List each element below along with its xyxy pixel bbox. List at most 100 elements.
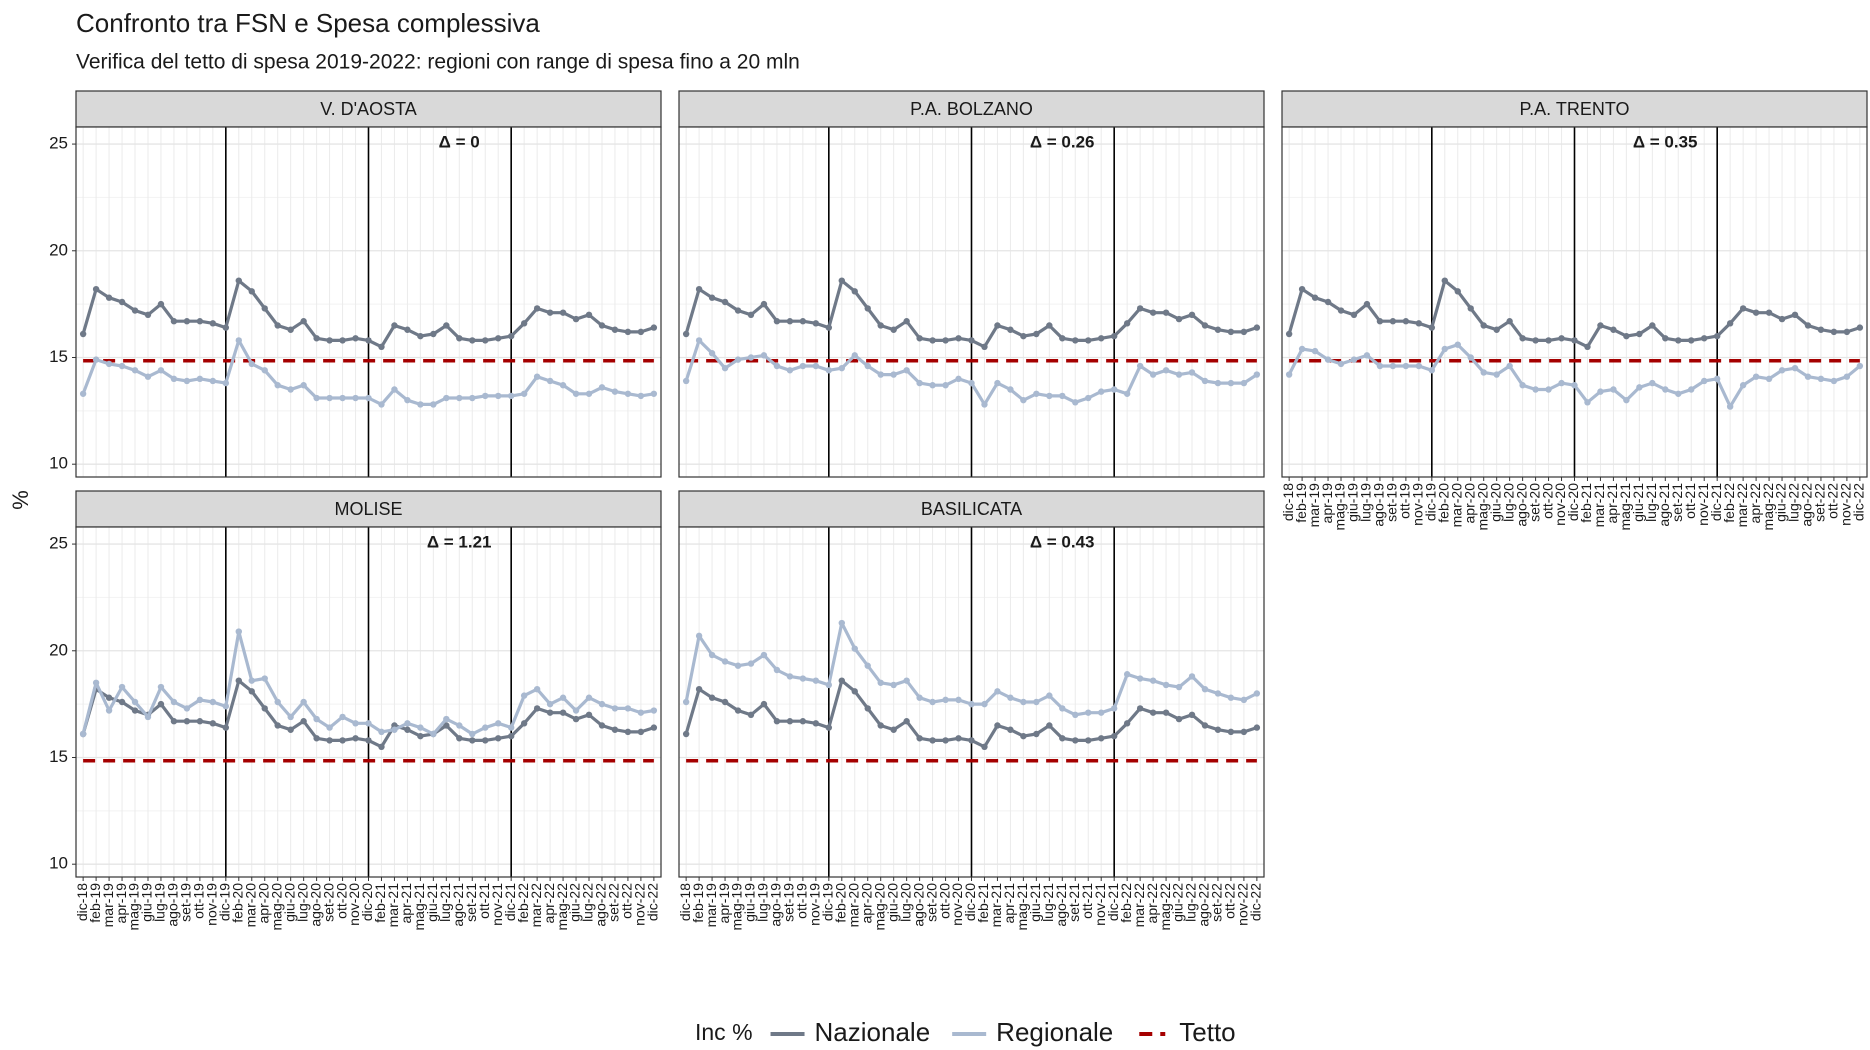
national-point [482, 737, 489, 744]
regional-point [1778, 367, 1786, 374]
national-point [1033, 730, 1040, 738]
legend-label: Nazionale [815, 1017, 931, 1047]
regional-point [916, 379, 923, 387]
national-point [1175, 715, 1183, 723]
x-tick-label: giu-21 [1027, 883, 1043, 922]
regional-point [1441, 345, 1448, 353]
delta-annotation: Δ = 1.21 [427, 532, 492, 551]
x-tick-label: mag-21 [411, 883, 427, 931]
x-tick-label: set-22 [1812, 483, 1828, 522]
regional-point [1324, 356, 1332, 363]
regional-point [1389, 362, 1397, 370]
strip [678, 90, 1265, 128]
x-tick-label: dic-19 [1423, 483, 1439, 521]
x-tick-label: lug-22 [580, 883, 596, 922]
national-point [235, 277, 242, 284]
national-point [721, 298, 729, 306]
national-point [1584, 343, 1591, 351]
national-point [313, 335, 320, 342]
regional-point [430, 401, 437, 408]
national-point [1033, 330, 1040, 338]
regional-point [721, 658, 729, 665]
national-point [1389, 318, 1397, 325]
regional-point [1856, 362, 1864, 370]
national-point [248, 688, 255, 695]
panel-border [75, 526, 662, 878]
x-tick-label: nov-20 [1552, 483, 1568, 526]
national-point [300, 318, 307, 325]
regional-point [300, 382, 307, 389]
y-tick-label: 20 [49, 640, 68, 659]
regional-point [851, 645, 858, 652]
regional-point [105, 707, 113, 714]
regional-point [994, 688, 1001, 695]
x-tick-label: dic-20 [1565, 483, 1581, 521]
national-point [812, 320, 820, 327]
x-tick-label: nov-19 [1410, 483, 1426, 526]
x-tick-label: feb-19 [87, 883, 103, 923]
x-tick-label: dic-20 [359, 883, 375, 921]
regional-point [1201, 377, 1209, 385]
regional-point [118, 362, 126, 370]
national-point [105, 694, 113, 701]
x-tick-label: giu-22 [1170, 883, 1186, 922]
regional-point [79, 730, 87, 738]
national-point [248, 288, 255, 295]
national-point [1285, 330, 1293, 338]
regional-point [838, 364, 845, 372]
national-point [1415, 320, 1423, 327]
x-tick-label: ago-20 [307, 883, 323, 927]
regional-point [1636, 384, 1643, 391]
x-tick-label: giu-20 [1487, 483, 1503, 522]
regional-point [1085, 709, 1092, 716]
regional-point [864, 662, 871, 669]
regional-point [650, 707, 658, 714]
regional-point [747, 354, 755, 361]
national-point [708, 294, 716, 301]
x-tick-label: mag-22 [1760, 483, 1776, 531]
regional-point [222, 379, 230, 387]
regional-point [533, 373, 541, 380]
regional-point [1337, 360, 1345, 368]
x-tick-label: giu-21 [1630, 483, 1646, 522]
x-tick-label: ago-22 [1196, 883, 1212, 927]
x-tick-label: dic-22 [645, 883, 661, 921]
regional-point [1480, 369, 1487, 376]
national-point [378, 743, 385, 751]
regional-point [1227, 379, 1235, 387]
national-point [222, 724, 230, 731]
x-tick-label: lug-22 [1183, 883, 1199, 922]
regional-point [1571, 382, 1578, 389]
regional-point [1110, 386, 1118, 393]
national-point [1337, 307, 1345, 314]
regional-point [695, 337, 703, 344]
national-point [773, 318, 781, 325]
national-point [456, 735, 463, 742]
regional-point [1688, 386, 1695, 393]
x-tick-label: ott-19 [191, 883, 207, 919]
x-tick-label: dic-22 [1851, 483, 1867, 521]
regional-point [1285, 371, 1293, 378]
regional-point [131, 367, 139, 374]
x-tick-label: feb-22 [1721, 483, 1737, 523]
national-point [365, 737, 372, 744]
regional-point [1765, 375, 1773, 383]
national-point [1007, 726, 1014, 733]
x-tick-label: ott-22 [1825, 483, 1841, 519]
regional-point [734, 356, 742, 363]
regional-point [170, 698, 178, 706]
regional-point [851, 352, 858, 359]
national-point [734, 307, 742, 314]
national-point [1188, 711, 1196, 719]
national-point [482, 337, 489, 344]
national-point [598, 722, 606, 729]
regional-point [1020, 698, 1027, 706]
regional-point [942, 696, 949, 704]
national-point [1752, 309, 1760, 316]
x-tick-label: mag-20 [871, 883, 887, 931]
national-point [1519, 335, 1526, 342]
national-point [1350, 311, 1358, 319]
national-point [118, 698, 126, 706]
regional-point [118, 683, 126, 691]
x-tick-label: apr-22 [541, 883, 557, 924]
